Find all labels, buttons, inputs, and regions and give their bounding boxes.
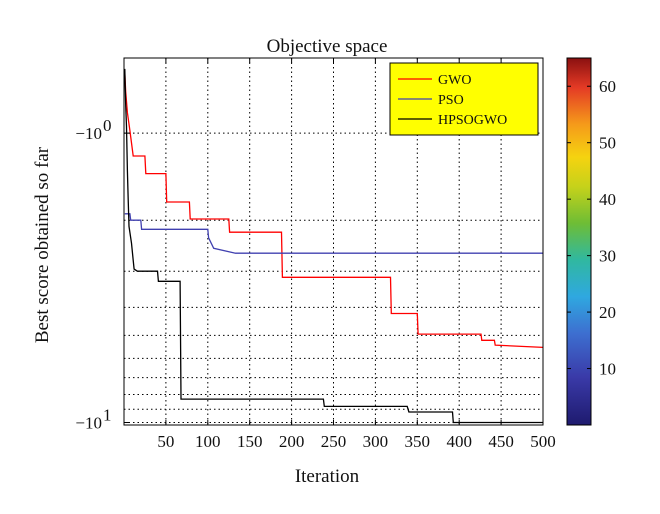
legend: GWO PSO HPSOGWO [389, 62, 539, 136]
y-tick-exponent: 1 [103, 406, 112, 425]
y-tick-label: −10 [75, 414, 102, 433]
x-tick-label: 350 [405, 432, 431, 451]
x-axis-label: Iteration [295, 466, 360, 487]
x-tick-labels: 50 100 150 200 250 300 350 400 450 500 [157, 432, 555, 451]
y-tick-labels: −10 0−10 1 [75, 116, 111, 432]
axes [123, 57, 544, 426]
x-tick-label: 50 [157, 432, 174, 451]
colorbar-tick-label: 20 [599, 303, 616, 322]
y-axis-label: Best score obtained so far [32, 146, 53, 343]
series-line-gwo [124, 73, 544, 349]
y-tick-exponent: 0 [103, 116, 112, 135]
legend-label-hpsogwo: HPSOGWO [438, 113, 507, 128]
colorbar-tick-label: 30 [599, 247, 616, 266]
legend-label-pso: PSO [438, 93, 464, 108]
colorbar-tick-label: 60 [599, 77, 616, 96]
x-tick-label: 300 [363, 432, 389, 451]
series-layer [124, 68, 544, 424]
legend-label-gwo: GWO [438, 73, 471, 88]
y-tick-label: −10 [75, 124, 102, 143]
x-tick-label: 450 [488, 432, 514, 451]
series-line-pso [124, 213, 543, 254]
x-tick-label: 250 [321, 432, 347, 451]
colorbar-tick-label: 40 [599, 190, 616, 209]
colorbar-tick-label: 10 [599, 360, 616, 379]
x-tick-label: 500 [530, 432, 556, 451]
chart-title: Objective space [267, 36, 388, 57]
colorbar-tick-label: 50 [599, 134, 616, 153]
colorbar-gradient [566, 57, 592, 426]
colorbar: 10 20 30 40 50 60 [566, 57, 616, 426]
series-line-hpsogwo [124, 68, 543, 424]
x-tick-label: 150 [237, 432, 263, 451]
x-tick-label: 100 [195, 432, 221, 451]
x-tick-label: 200 [279, 432, 305, 451]
x-tick-label: 400 [446, 432, 472, 451]
